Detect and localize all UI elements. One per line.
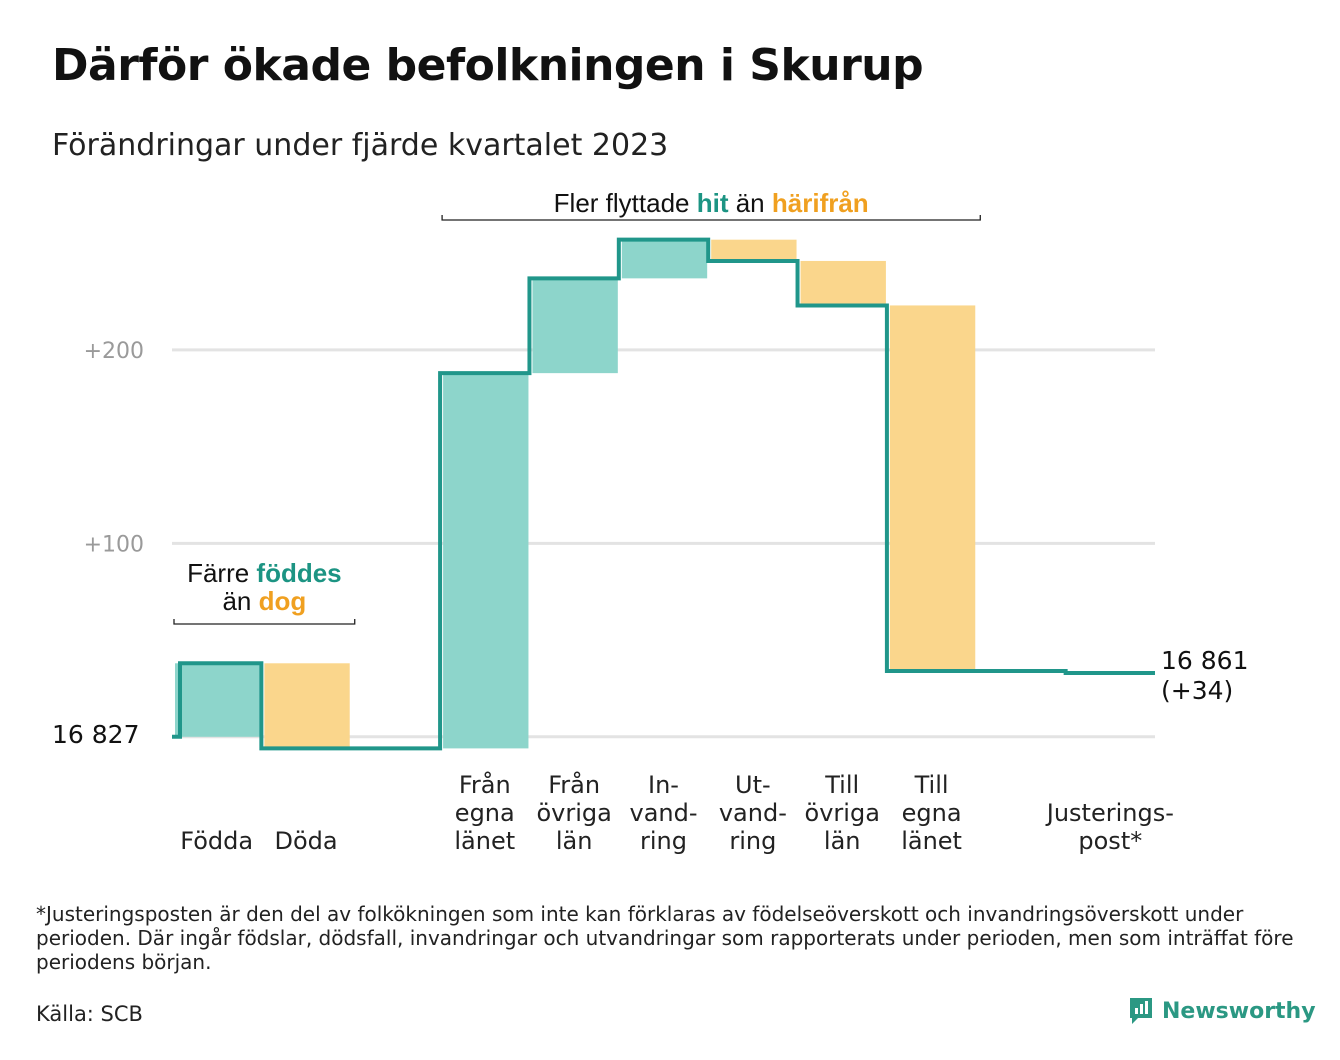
waterfall-bar-4 [532, 278, 618, 374]
category-label-5: In- [648, 771, 679, 799]
category-label-6: Ut- [735, 771, 771, 799]
category-label-5: vand- [629, 799, 697, 827]
footnote: *Justeringsposten är den del av folkökni… [36, 902, 1294, 974]
category-label-3: Från [459, 770, 511, 799]
category-label-1: Döda [274, 827, 337, 855]
newsworthy-icon [1130, 998, 1152, 1024]
category-label-4: Från [548, 770, 600, 799]
waterfall-bar-0 [175, 663, 261, 737]
annotation-bracket-births [173, 619, 356, 625]
category-label-7: Till [824, 771, 859, 799]
category-label-4: län [556, 827, 593, 855]
category-label-4: övriga [536, 799, 611, 827]
category-label-0: Födda [180, 827, 253, 855]
category-label-5: ring [640, 827, 687, 855]
end-change-label: (+34) [1161, 676, 1233, 705]
start-value-label: 16 827 [52, 720, 139, 749]
waterfall-bar-8 [889, 305, 976, 672]
source-label: Källa: SCB [36, 1002, 143, 1026]
annotation-migration: Fler flyttade hit än härifrån [554, 188, 869, 218]
waterfall-bar-3 [443, 373, 529, 749]
category-label-6: ring [729, 827, 776, 855]
chart-title: Därför ökade befolkningen i Skurup [52, 40, 924, 91]
category-label-10: post* [1078, 827, 1142, 855]
brand-logo[interactable]: Newsworthy [1128, 996, 1316, 1026]
category-label-3: länet [454, 827, 515, 855]
category-label-8: Till [914, 771, 949, 799]
waterfall-bar-5 [621, 239, 708, 279]
category-label-3: egna [455, 799, 515, 827]
annotation-births-line1: Färre föddes [187, 558, 342, 588]
end-value-label: 16 861 [1161, 646, 1248, 675]
annotation-births-line2: än dog [222, 586, 306, 616]
category-label-7: övriga [805, 799, 880, 827]
brand-name: Newsworthy [1162, 998, 1316, 1024]
category-label-7: län [824, 827, 861, 855]
annotation-bracket-migration [441, 215, 981, 221]
running-total-line [172, 237, 1155, 751]
category-label-8: egna [902, 799, 962, 827]
chart-subtitle: Förändringar under fjärde kvartalet 2023 [52, 128, 669, 163]
y-tick-label: +200 [84, 339, 144, 364]
category-label-8: länet [901, 827, 962, 855]
y-tick-label: +100 [84, 532, 144, 557]
category-label-6: vand- [719, 799, 787, 827]
waterfall-bar-6 [711, 239, 797, 261]
waterfall-bar-7 [800, 260, 886, 306]
category-label-10: Justerings- [1045, 799, 1174, 827]
waterfall-bar-1 [264, 663, 350, 749]
